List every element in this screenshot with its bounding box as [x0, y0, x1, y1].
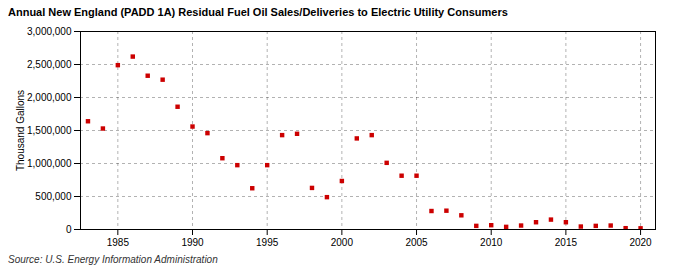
svg-text:1,500,000: 1,500,000 [27, 125, 72, 136]
svg-text:2,000,000: 2,000,000 [27, 92, 72, 103]
html-text:Annual New England (PADD 1A) R: Annual New England (PADD 1A) Residual Fu… [8, 6, 508, 18]
svg-text:Thousand Gallons: Thousand Gallons [15, 90, 26, 171]
svg-text:2020: 2020 [629, 237, 652, 248]
svg-text:1,000,000: 1,000,000 [27, 158, 72, 169]
svg-text:1990: 1990 [181, 237, 204, 248]
svg-text:2005: 2005 [405, 237, 428, 248]
html-text:Source: U.S. Energy Informatio: Source: U.S. Energy Information Administ… [8, 254, 218, 265]
svg-text:2000: 2000 [331, 237, 354, 248]
svg-text:1985: 1985 [107, 237, 130, 248]
svg-text:1995: 1995 [256, 237, 279, 248]
svg-text:2010: 2010 [480, 237, 503, 248]
svg-text:2,500,000: 2,500,000 [27, 59, 72, 70]
svg-text:500,000: 500,000 [35, 191, 72, 202]
svg-text:3,000,000: 3,000,000 [27, 26, 72, 37]
svg-text:2015: 2015 [555, 237, 578, 248]
svg-text:0: 0 [66, 224, 72, 235]
